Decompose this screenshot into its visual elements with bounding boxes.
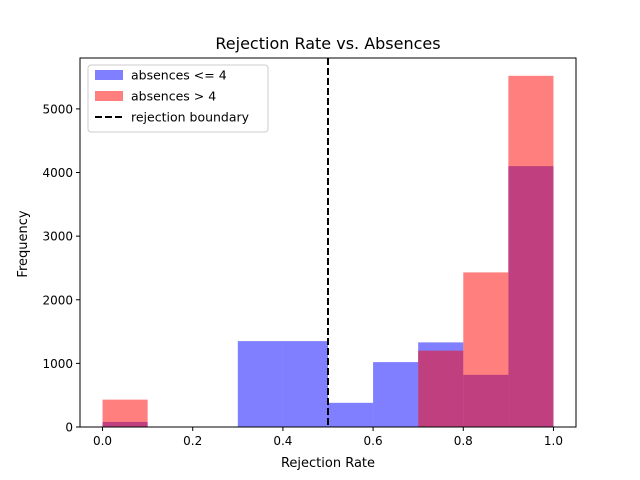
- legend-box: [87, 64, 269, 133]
- legend-label: absences <= 4: [131, 68, 227, 83]
- x-tick-label: 0.2: [183, 434, 202, 448]
- x-axis-label: Rejection Rate: [281, 456, 375, 471]
- legend: absences <= 4 absences > 4 rejection bound…: [87, 64, 269, 133]
- x-axis-ticks: 0.0 0.2 0.4 0.6 0.8 1.0: [93, 427, 563, 448]
- y-tick-label: 2000: [42, 293, 73, 307]
- x-tick-label: 0.6: [364, 434, 383, 448]
- x-tick-label: 1.0: [544, 434, 563, 448]
- y-tick-label: 3000: [42, 230, 73, 244]
- bar-series1-bin7: [373, 362, 419, 427]
- bar-series2-bin8: [418, 350, 464, 427]
- bar-series1-bin5: [282, 341, 328, 427]
- bar-series1-bin4: [237, 341, 283, 427]
- y-tick-label: 4000: [42, 166, 73, 180]
- x-tick-label: 0.0: [93, 434, 112, 448]
- x-tick-label: 0.8: [454, 434, 473, 448]
- bar-series1-bin6: [328, 402, 374, 427]
- chart-title: Rejection Rate vs. Absences: [215, 34, 440, 53]
- legend-swatch: [95, 70, 123, 80]
- bar-series2-bin10: [508, 75, 554, 428]
- y-axis-label: Frequency: [16, 210, 31, 277]
- y-tick-label: 1000: [42, 357, 73, 371]
- legend-label: rejection boundary: [131, 110, 250, 125]
- bar-series2-bin9: [463, 272, 509, 427]
- legend-label: absences > 4: [131, 89, 216, 104]
- plot-frame: [79, 57, 577, 428]
- y-tick-label: 5000: [42, 102, 73, 116]
- y-tick-label: 0: [65, 421, 73, 435]
- legend-swatch: [95, 91, 123, 101]
- x-tick-label: 0.4: [273, 434, 292, 448]
- bar-series2-bin1: [102, 399, 148, 427]
- y-axis-ticks: 0 1000 2000 3000 4000 5000: [42, 102, 80, 435]
- bars-group: [102, 75, 554, 428]
